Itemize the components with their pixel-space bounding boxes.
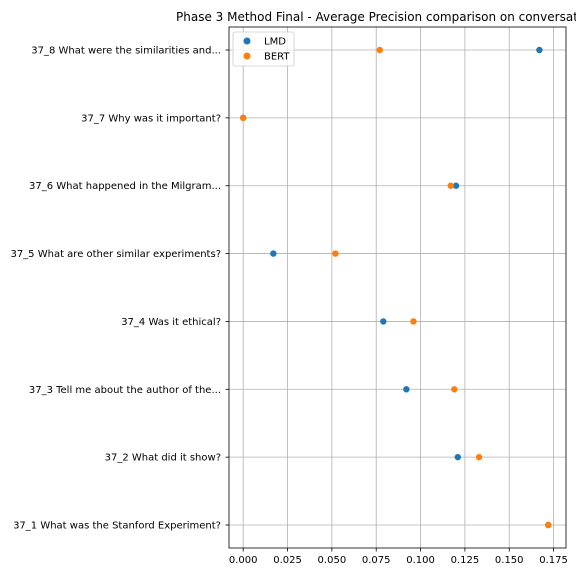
legend-marker-lmd <box>243 37 251 45</box>
point-bert <box>239 114 247 122</box>
x-tick-label: 0.150 <box>495 555 524 566</box>
y-axis: 37_1 What was the Stanford Experiment? 37… <box>10 46 229 532</box>
y-tick-label: 37_3 Tell me about the author of the... <box>29 385 221 396</box>
y-tick-label: 37_7 Why was it important? <box>81 113 221 124</box>
point-bert <box>545 521 552 529</box>
x-tick-label: 0.025 <box>273 555 302 566</box>
point-bert <box>447 182 454 189</box>
y-tick-label: 37_2 What did it show? <box>105 453 221 464</box>
y-tick-label: 37_5 What are other similar experiments? <box>10 249 221 260</box>
y-tick-label: 37_8 What were the similarities and... <box>31 46 221 57</box>
legend-label-bert: BERT <box>264 52 290 63</box>
y-tick-label: 37_6 What happened in the Milgram... <box>29 181 221 192</box>
data-points <box>239 46 552 529</box>
grid <box>229 27 566 548</box>
point-bert <box>376 46 383 54</box>
point-lmd <box>380 318 387 325</box>
point-bert <box>410 318 417 325</box>
plot-frame <box>228 26 567 549</box>
chart-title: Phase 3 Method Final - Average Precision… <box>176 10 576 24</box>
point-bert <box>332 250 339 257</box>
legend-label-lmd: LMD <box>264 37 286 48</box>
point-bert <box>451 386 458 393</box>
y-tick-label: 37_1 What was the Stanford Experiment? <box>13 521 221 532</box>
point-bert <box>475 453 483 461</box>
x-tick-label: 0.125 <box>451 555 480 566</box>
x-tick-label: 0.000 <box>229 555 258 566</box>
point-lmd <box>403 386 410 393</box>
x-tick-label: 0.050 <box>318 555 347 566</box>
point-lmd <box>452 182 460 189</box>
point-lmd <box>454 453 462 461</box>
point-lmd <box>270 250 277 257</box>
legend: LMD BERT <box>232 31 295 67</box>
x-tick-label: 0.175 <box>539 555 568 566</box>
y-tick-label: 37_4 Was it ethical? <box>121 317 221 328</box>
x-tick-label: 0.100 <box>406 555 435 566</box>
x-tick-label: 0.075 <box>362 555 391 566</box>
point-lmd <box>536 46 543 54</box>
x-axis: 0.000 0.025 0.050 0.075 0.100 0.125 0.150 0.175 <box>229 548 568 566</box>
legend-marker-bert <box>243 52 251 60</box>
